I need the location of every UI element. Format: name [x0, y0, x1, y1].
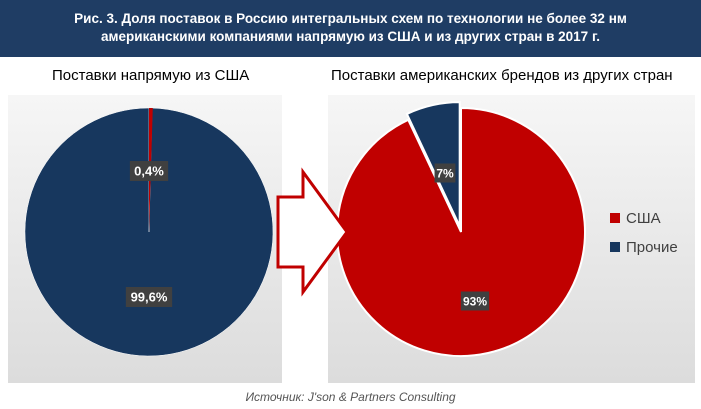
right-pie-label-usa-bg: [460, 291, 490, 311]
left-pie-label-other: 99,6%: [131, 290, 168, 305]
left-pie-label-usa-bg: [129, 161, 169, 181]
right-pie-slice-usa: [336, 106, 586, 357]
right-pie-chart: 7% 93%: [336, 101, 586, 357]
legend-label-usa: США: [626, 210, 661, 227]
legend-label-other: Прочие: [626, 239, 678, 256]
right-chart-subtitle: Поставки американских брендов из других …: [331, 67, 673, 84]
left-chart-subtitle: Поставки напрямую из США: [52, 67, 250, 84]
left-pie-slice-other: [24, 107, 274, 357]
legend-swatch-other: [610, 242, 620, 252]
left-pie-label-usa: 0,4%: [134, 164, 164, 179]
right-pie-label-other-bg: [434, 163, 456, 183]
legend-swatch-usa: [610, 213, 620, 223]
right-pie-slice-other: [405, 101, 461, 227]
arrow-right-icon: [276, 167, 349, 297]
figure-title-bar: Рис. 3. Доля поставок в Россию интеграль…: [0, 0, 701, 57]
left-pie-label-other-bg: [125, 287, 173, 307]
figure-title-line-1: Рис. 3. Доля поставок в Россию интеграль…: [74, 11, 627, 26]
figure-title-line-2: американскими компаниями напрямую из США…: [101, 29, 600, 44]
legend: США Прочие: [610, 210, 678, 256]
right-pie-label-usa: 93%: [463, 294, 487, 308]
right-pie-label-other: 7%: [436, 166, 454, 180]
left-pie-chart: 0,4% 99,6%: [24, 107, 274, 357]
source-note: Источник: J'son & Partners Consulting: [245, 390, 456, 404]
